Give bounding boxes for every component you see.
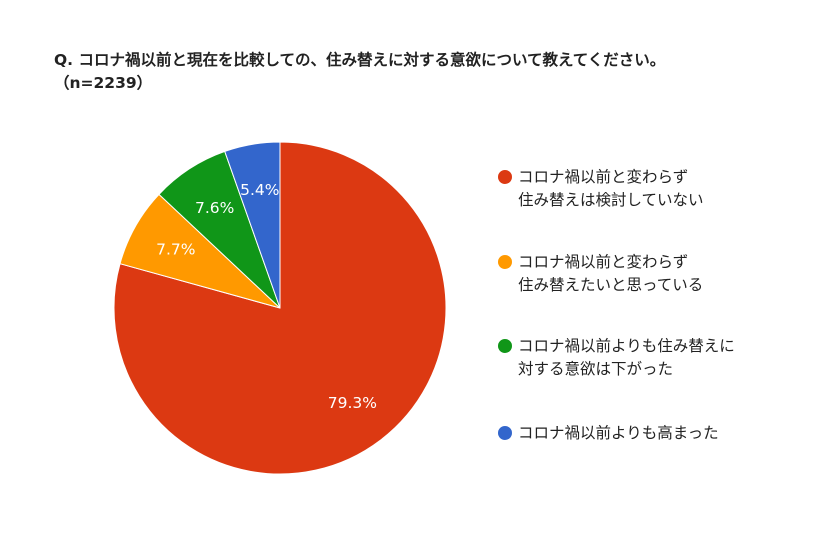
legend-label-3: コロナ禍以前よりも高まった xyxy=(518,422,719,445)
pie-slice-3 xyxy=(224,141,281,309)
slice-value-label-3: 5.4% xyxy=(240,181,279,199)
legend-label-2-line-2: 対する意欲は下がった xyxy=(518,360,674,378)
legend-label-1: コロナ禍以前と変わらず 住み替えたいと思っている xyxy=(518,251,703,297)
legend-label-0: コロナ禍以前と変わらず 住み替えは検討していない xyxy=(518,166,704,212)
legend-label-3-line-1: コロナ禍以前よりも高まった xyxy=(518,424,719,442)
legend-label-0-line-2: 住み替えは検討していない xyxy=(518,191,704,209)
chart-title-question: Q. コロナ禍以前と現在を比較しての、住み替えに対する意欲について教えてください… xyxy=(54,51,666,69)
slice-value-label-1: 7.7% xyxy=(156,240,195,258)
legend-label-1-line-2: 住み替えたいと思っている xyxy=(518,276,704,294)
chart-title: Q. コロナ禍以前と現在を比較しての、住み替えに対する意欲について教えてください… xyxy=(54,49,814,95)
legend-marker-2 xyxy=(498,339,512,353)
slice-value-label-0: 79.3% xyxy=(328,394,377,412)
legend-label-1-line-1: コロナ禍以前と変わらず xyxy=(518,253,689,271)
legend-label-2: コロナ禍以前よりも住み替えに 対する意欲は下がった xyxy=(518,335,735,381)
legend-label-2-line-1: コロナ禍以前よりも住み替えに xyxy=(518,337,735,355)
legend-label-0-line-1: コロナ禍以前と変わらず xyxy=(518,168,689,186)
slice-value-label-2: 7.6% xyxy=(195,199,234,217)
chart-title-sample-size: （n=2239） xyxy=(54,74,153,92)
legend-marker-3 xyxy=(498,426,512,440)
legend-marker-1 xyxy=(498,255,512,269)
legend-marker-0 xyxy=(498,170,512,184)
